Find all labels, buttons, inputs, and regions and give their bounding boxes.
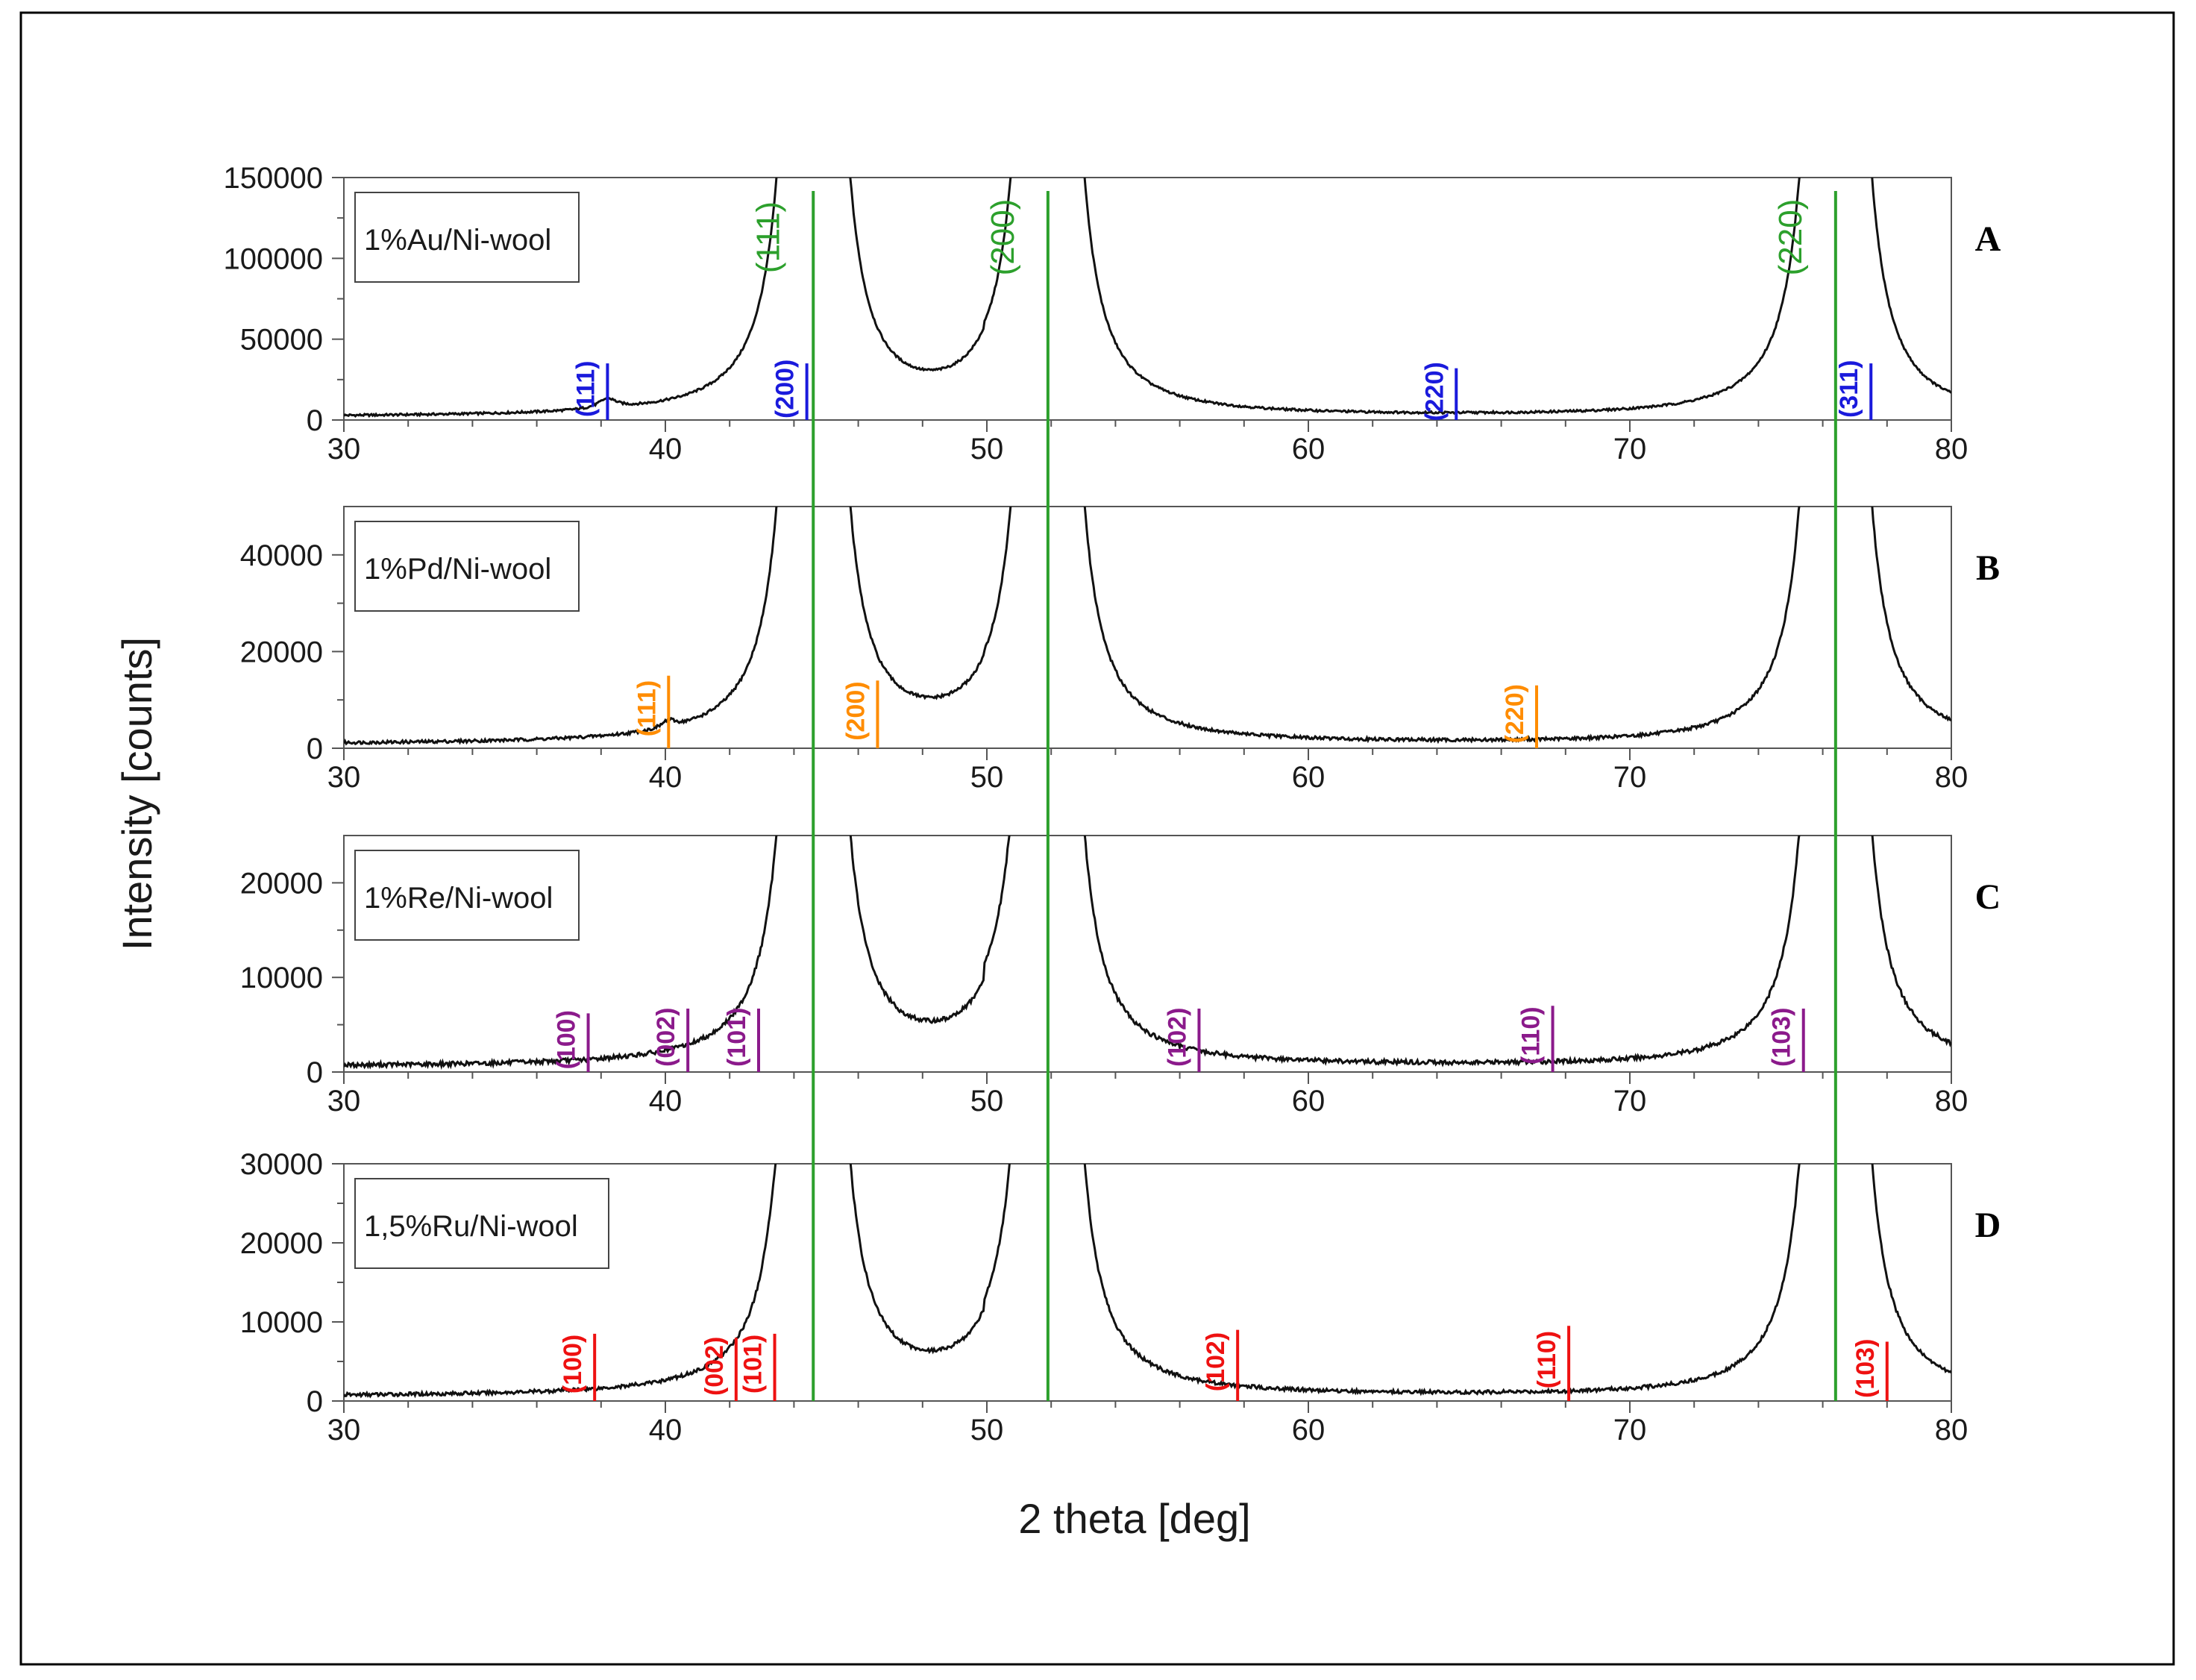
y-tick-label-C-20000: 20000 bbox=[240, 867, 323, 900]
x-tick-label-A-30: 30 bbox=[327, 433, 361, 466]
x-tick-label-D-80: 80 bbox=[1935, 1414, 1968, 1447]
x-tick-label-A-70: 70 bbox=[1613, 433, 1647, 466]
x-tick-label-B-60: 60 bbox=[1292, 761, 1326, 794]
ref-peak-label-C-5: (103) bbox=[1768, 1008, 1796, 1067]
x-tick-label-C-40: 40 bbox=[649, 1085, 683, 1118]
sample-box-C bbox=[354, 850, 580, 941]
ref-peak-label-C-1: (002) bbox=[652, 1008, 680, 1067]
y-tick-label-C-0: 0 bbox=[307, 1056, 323, 1089]
ref-peak-label-D-2: (101) bbox=[739, 1335, 768, 1394]
x-tick-label-D-40: 40 bbox=[649, 1414, 683, 1447]
y-tick-label-C-10000: 10000 bbox=[240, 962, 323, 994]
y-tick-label-B-40000: 40000 bbox=[240, 539, 323, 572]
y-tick-label-A-0: 0 bbox=[307, 404, 323, 437]
y-tick-label-D-30000: 30000 bbox=[240, 1148, 323, 1181]
x-tick-label-A-40: 40 bbox=[649, 433, 683, 466]
sample-box-D bbox=[354, 1178, 609, 1269]
ni-reference-lines bbox=[812, 191, 1837, 1401]
xrd-trace-D bbox=[344, 1164, 1951, 1399]
ref-peak-label-D-0: (100) bbox=[559, 1335, 587, 1394]
y-tick-label-A-100000: 100000 bbox=[224, 242, 323, 275]
x-tick-label-C-60: 60 bbox=[1292, 1085, 1326, 1118]
plot-frame-B bbox=[343, 506, 1952, 749]
sample-box-B bbox=[354, 521, 580, 612]
ref-peak-label-B-0: (111) bbox=[633, 680, 661, 737]
x-tick-label-C-80: 80 bbox=[1935, 1085, 1968, 1118]
ref-peak-label-D-1: (002) bbox=[700, 1337, 729, 1396]
ref-peak-label-C-0: (100) bbox=[553, 1010, 581, 1069]
panel-D: 30 40 50 60 70 80 0 10000 20000 30000 1,5%Ru/Ni-wo… bbox=[240, 1148, 2001, 1447]
y-tick-label-B-20000: 20000 bbox=[240, 636, 323, 668]
y-tick-label-A-150000: 150000 bbox=[224, 162, 323, 195]
sample-label-C: 1%Re/Ni-wool bbox=[364, 882, 553, 915]
panel-B: 30 40 50 60 70 80 0 20000 40000 1%Pd/Ni-wool B (111… bbox=[240, 506, 2000, 794]
x-tick-label-B-40: 40 bbox=[649, 761, 683, 794]
ref-peak-label-C-4: (110) bbox=[1517, 1006, 1546, 1065]
ref-peak-label-D-4: (110) bbox=[1533, 1331, 1561, 1389]
y-tick-label-B-0: 0 bbox=[307, 733, 323, 765]
panel-letter-D: D bbox=[1975, 1206, 2001, 1245]
ref-peak-label-A-0: (111) bbox=[571, 360, 600, 417]
ref-peak-label-B-2: (220) bbox=[1501, 684, 1529, 743]
ref-peak-label-C-3: (102) bbox=[1163, 1008, 1191, 1067]
trace-group-A bbox=[344, 178, 1951, 419]
panel-letter-C: C bbox=[1975, 877, 2001, 917]
sample-label-B: 1%Pd/Ni-wool bbox=[364, 553, 551, 586]
y-tick-label-D-0: 0 bbox=[307, 1385, 323, 1418]
x-tick-label-D-50: 50 bbox=[970, 1414, 1004, 1447]
x-tick-label-C-50: 50 bbox=[970, 1085, 1004, 1118]
x-tick-label-D-30: 30 bbox=[327, 1414, 361, 1447]
panels-layer: 30 40 50 60 70 800500001000001500001%Au/Ni-wo… bbox=[224, 162, 2001, 1447]
x-axis-title: 2 theta [deg] bbox=[1018, 1495, 1250, 1542]
x-tick-label-C-70: 70 bbox=[1613, 1085, 1647, 1118]
x-tick-label-B-50: 50 bbox=[970, 761, 1004, 794]
x-tick-label-A-80: 80 bbox=[1935, 433, 1968, 466]
trace-group-C bbox=[344, 836, 1951, 1071]
x-tick-label-C-30: 30 bbox=[327, 1085, 361, 1118]
x-tick-label-D-60: 60 bbox=[1292, 1414, 1326, 1447]
xrd-trace-C bbox=[344, 836, 1951, 1071]
x-tick-label-B-80: 80 bbox=[1935, 761, 1968, 794]
sample-box-A bbox=[354, 192, 580, 283]
plot-frame-C bbox=[343, 835, 1952, 1073]
trace-group-B bbox=[344, 507, 1951, 746]
panel-letter-A: A bbox=[1975, 219, 2001, 259]
y-tick-label-D-20000: 20000 bbox=[240, 1227, 323, 1260]
xrd-trace-A bbox=[344, 178, 1951, 419]
y-tick-label-A-50000: 50000 bbox=[240, 324, 323, 357]
trace-group-D bbox=[344, 1164, 1951, 1399]
x-tick-label-B-70: 70 bbox=[1613, 761, 1647, 794]
xrd-trace-B bbox=[344, 507, 1951, 746]
sample-label-D: 1,5%Ru/Ni-wool bbox=[364, 1210, 578, 1243]
ref-peak-label-A-1: (200) bbox=[771, 360, 800, 419]
ref-peak-label-A-3: (311) bbox=[1835, 360, 1863, 419]
x-tick-label-A-50: 50 bbox=[970, 433, 1004, 466]
ref-peak-label-D-5: (103) bbox=[1851, 1339, 1880, 1398]
x-tick-label-B-30: 30 bbox=[327, 761, 361, 794]
ni-peak-label-1: (200) bbox=[985, 199, 1021, 276]
ref-peak-label-D-3: (102) bbox=[1202, 1332, 1230, 1391]
ref-peak-label-A-2: (220) bbox=[1420, 362, 1449, 421]
sample-label-A: 1%Au/Ni-wool bbox=[364, 224, 551, 257]
x-tick-label-A-60: 60 bbox=[1292, 433, 1326, 466]
ni-peak-label-0: (111) bbox=[750, 201, 786, 273]
y-tick-label-D-10000: 10000 bbox=[240, 1306, 323, 1339]
x-tick-label-D-70: 70 bbox=[1613, 1414, 1647, 1447]
panel-letter-B: B bbox=[1976, 548, 2000, 588]
ref-peak-label-B-1: (200) bbox=[841, 681, 870, 740]
ni-peak-label-2: (220) bbox=[1772, 199, 1809, 276]
y-axis-title: Intensity [counts] bbox=[113, 637, 160, 950]
figure-frame bbox=[19, 11, 2175, 1666]
ref-peak-label-C-2: (101) bbox=[723, 1008, 751, 1067]
panel-C: 30 40 50 60 70 80 0 10000 20000 1%Re/Ni-wool C (100… bbox=[240, 835, 2001, 1118]
panel-A: 30 40 50 60 70 80 0 50000 100000 150000 1%Au/Ni-wo… bbox=[224, 162, 2001, 466]
